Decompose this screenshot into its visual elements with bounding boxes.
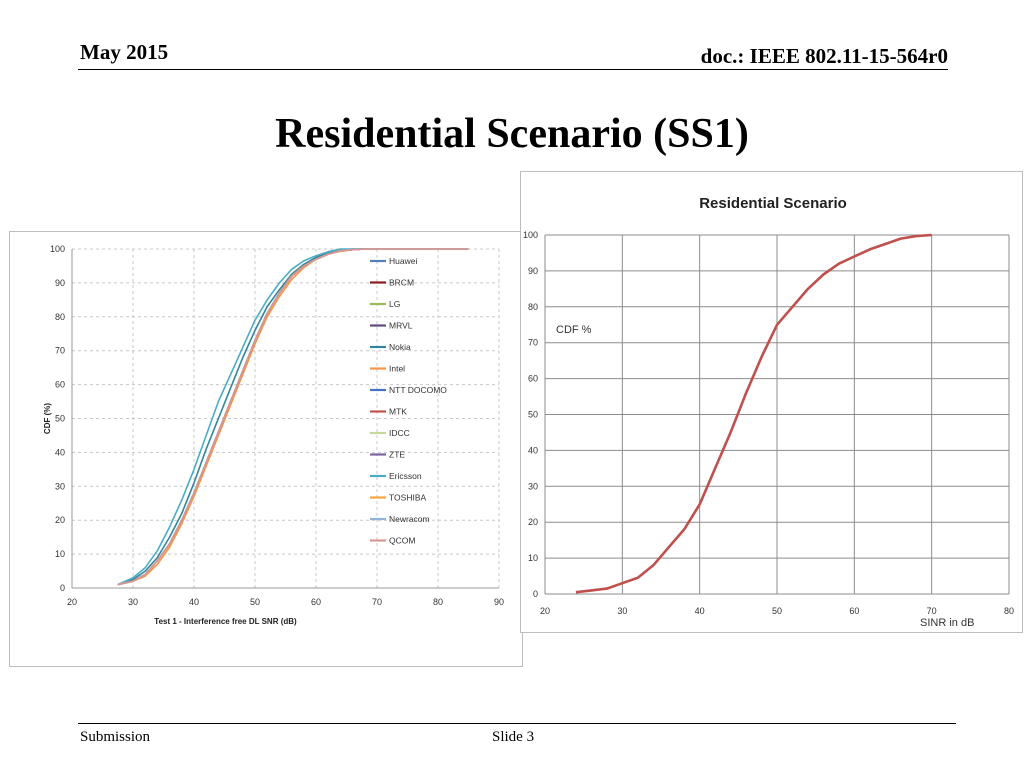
series-line xyxy=(117,248,469,586)
legend-label: NTT DOCOMO xyxy=(389,385,447,395)
x-tick-label: 80 xyxy=(1004,606,1014,616)
x-tick-label: 50 xyxy=(772,606,782,616)
y-tick-label: 30 xyxy=(528,481,538,491)
y-tick-label: 10 xyxy=(55,549,65,559)
header-date: May 2015 xyxy=(80,40,169,64)
legend-label: Newracom xyxy=(389,514,430,524)
x-axis-label: SINR in dB xyxy=(920,617,974,629)
header-rule xyxy=(78,69,948,70)
header-doc-id: doc.: IEEE 802.11-15-564r0 xyxy=(700,44,948,68)
y-tick-label: 20 xyxy=(55,515,65,525)
x-tick-label: 50 xyxy=(250,597,260,607)
legend-label: ZTE xyxy=(389,450,405,460)
x-tick-label: 30 xyxy=(617,606,627,616)
legend-label: Nokia xyxy=(389,342,411,352)
y-tick-label: 40 xyxy=(55,447,65,457)
y-tick-label: 70 xyxy=(55,346,65,356)
legend-label: QCOM xyxy=(389,536,415,546)
x-axis-label: Test 1 - Interference free DL SNR (dB) xyxy=(154,617,297,626)
y-tick-label: 20 xyxy=(528,517,538,527)
footer-rule xyxy=(78,723,956,724)
cdf-chart-residential-svg: Residential Scenario 0 10 20 30 40 50 60 70 80 90 1… xyxy=(523,195,1014,629)
y-tick-label: 60 xyxy=(55,380,65,390)
x-tick-label: 70 xyxy=(927,606,937,616)
y-tick-label: 100 xyxy=(50,244,65,254)
y-tick-label: 80 xyxy=(528,302,538,312)
y-tick-label: 50 xyxy=(55,414,65,424)
y-tick-label: 10 xyxy=(528,553,538,563)
x-tick-label: 80 xyxy=(433,597,443,607)
series-line xyxy=(575,233,932,594)
chart-title: Residential Scenario xyxy=(699,195,847,212)
legend-label: MRVL xyxy=(389,321,413,331)
footer-submission: Submission xyxy=(80,729,151,745)
y-tick-label: 70 xyxy=(528,338,538,348)
x-tick-label: 70 xyxy=(372,597,382,607)
legend-label: IDCC xyxy=(389,428,410,438)
cdf-chart-companies-svg: 0 10 20 30 40 50 60 70 80 90 100 20 30 40 50 60 70 80 90 Te… xyxy=(43,244,504,626)
legend-label: BRCM xyxy=(389,278,414,288)
x-tick-label: 30 xyxy=(128,597,138,607)
y-axis-label: CDF (%) xyxy=(43,403,52,434)
y-tick-label: 100 xyxy=(523,230,538,240)
y-tick-label: 0 xyxy=(533,589,538,599)
series-line xyxy=(117,248,469,586)
cdf-chart-companies: 0 10 20 30 40 50 60 70 80 90 100 20 30 40 50 60 70 80 90 Te… xyxy=(9,231,523,667)
y-tick-label: 90 xyxy=(528,266,538,276)
y-tick-label: 40 xyxy=(528,445,538,455)
legend-label: LG xyxy=(389,299,400,309)
legend-label: Ericsson xyxy=(389,471,422,481)
x-tick-label: 90 xyxy=(494,597,504,607)
legend-label: MTK xyxy=(389,407,407,417)
y-tick-label: 50 xyxy=(528,410,538,420)
x-tick-label: 40 xyxy=(189,597,199,607)
x-tick-label: 20 xyxy=(540,606,550,616)
legend-label: Intel xyxy=(389,364,405,374)
x-tick-label: 60 xyxy=(311,597,321,607)
y-tick-label: 60 xyxy=(528,374,538,384)
legend-label: Huawei xyxy=(389,256,417,266)
x-tick-label: 20 xyxy=(67,597,77,607)
x-tick-label: 40 xyxy=(695,606,705,616)
y-tick-label: 80 xyxy=(55,312,65,322)
x-tick-label: 60 xyxy=(849,606,859,616)
legend-label: TOSHIBA xyxy=(389,493,426,503)
y-tick-label: 0 xyxy=(60,583,65,593)
footer-slide-number: Slide 3 xyxy=(492,729,535,745)
y-tick-label: 30 xyxy=(55,481,65,491)
cdf-chart-residential: Residential Scenario 0 10 20 30 40 50 60 70 80 90 1… xyxy=(520,171,1023,633)
slide-title: Residential Scenario (SS1) xyxy=(275,111,749,157)
y-axis-label: CDF % xyxy=(556,324,592,336)
y-tick-label: 90 xyxy=(55,278,65,288)
